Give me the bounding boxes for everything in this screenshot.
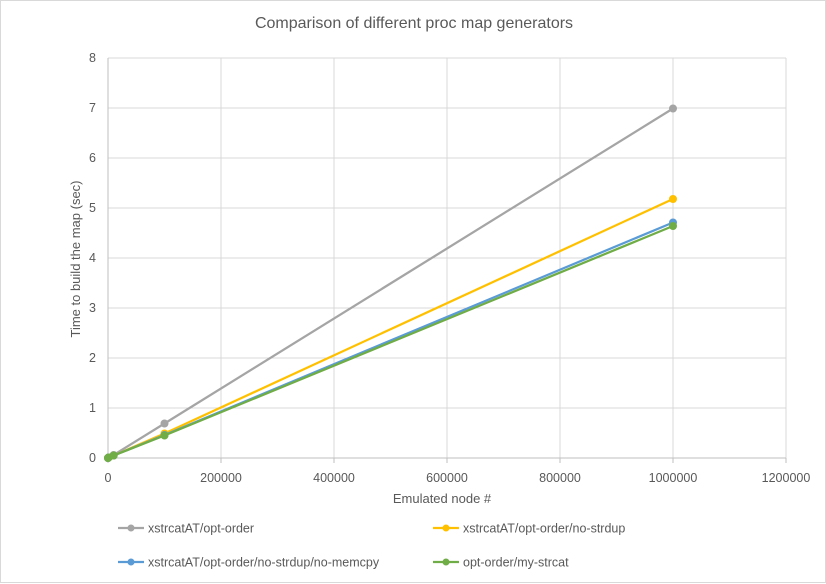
- y-tick-label: 0: [89, 451, 96, 465]
- series-line: [107, 224, 674, 459]
- y-tick-label: 5: [89, 201, 96, 215]
- x-axis-title: Emulated node #: [393, 491, 492, 506]
- y-tick-label: 4: [89, 251, 96, 265]
- x-tick-label: 600000: [426, 471, 468, 485]
- x-tick-label: 200000: [200, 471, 242, 485]
- y-tick-label: 1: [89, 401, 96, 415]
- x-tick-label: 0: [105, 471, 112, 485]
- data-point: [109, 451, 118, 460]
- legend-marker-icon: [127, 524, 135, 532]
- legend-label: xstrcatAT/opt-order/no-strdup: [463, 522, 625, 536]
- legend-marker-icon: [442, 558, 450, 566]
- grid-lines: [108, 57, 787, 458]
- data-point: [669, 195, 677, 203]
- legend-label: xstrcatAT/opt-order/no-strdup/no-memcpy: [148, 556, 380, 570]
- y-tick-label: 3: [89, 301, 96, 315]
- data-point: [160, 419, 169, 428]
- y-tick-label: 2: [89, 351, 96, 365]
- legend-label: xstrcatAT/opt-order: [148, 522, 254, 536]
- legend-item: opt-order/my-strcat: [433, 556, 569, 570]
- series-line: [107, 197, 674, 459]
- y-tick-label: 8: [89, 51, 96, 65]
- series-lines: [104, 104, 677, 462]
- y-axis-title: Time to build the map (sec): [68, 180, 83, 337]
- legend: xstrcatAT/opt-order xstrcatAT/opt-order/n…: [118, 522, 625, 570]
- x-tick-label: 400000: [313, 471, 355, 485]
- legend-item: xstrcatAT/opt-order/no-strdup/no-memcpy: [118, 556, 380, 570]
- data-point: [669, 104, 677, 113]
- legend-item: xstrcatAT/opt-order/no-strdup: [433, 522, 625, 536]
- legend-marker-icon: [442, 524, 450, 532]
- legend-label: opt-order/my-strcat: [463, 556, 569, 570]
- chart-title: Comparison of different proc map generat…: [255, 15, 573, 32]
- y-tick-label: 6: [89, 151, 96, 165]
- y-tick-labels: 0 1 2 3 4 5 6 7 8: [89, 51, 96, 465]
- data-point: [160, 431, 169, 440]
- x-tick-label: 1200000: [762, 471, 811, 485]
- data-point: [669, 222, 677, 230]
- x-tick-label: 1000000: [649, 471, 698, 485]
- series-3: [104, 222, 677, 462]
- x-tick-labels: 0 200000 400000 600000 800000 1000000 1200000: [105, 471, 811, 485]
- legend-marker-icon: [127, 558, 135, 566]
- series-1: [104, 195, 677, 462]
- y-tick-label: 7: [89, 101, 96, 115]
- x-tick-label: 800000: [539, 471, 581, 485]
- axes: [107, 58, 787, 463]
- series-line: [107, 107, 674, 459]
- legend-item: xstrcatAT/opt-order: [118, 522, 254, 536]
